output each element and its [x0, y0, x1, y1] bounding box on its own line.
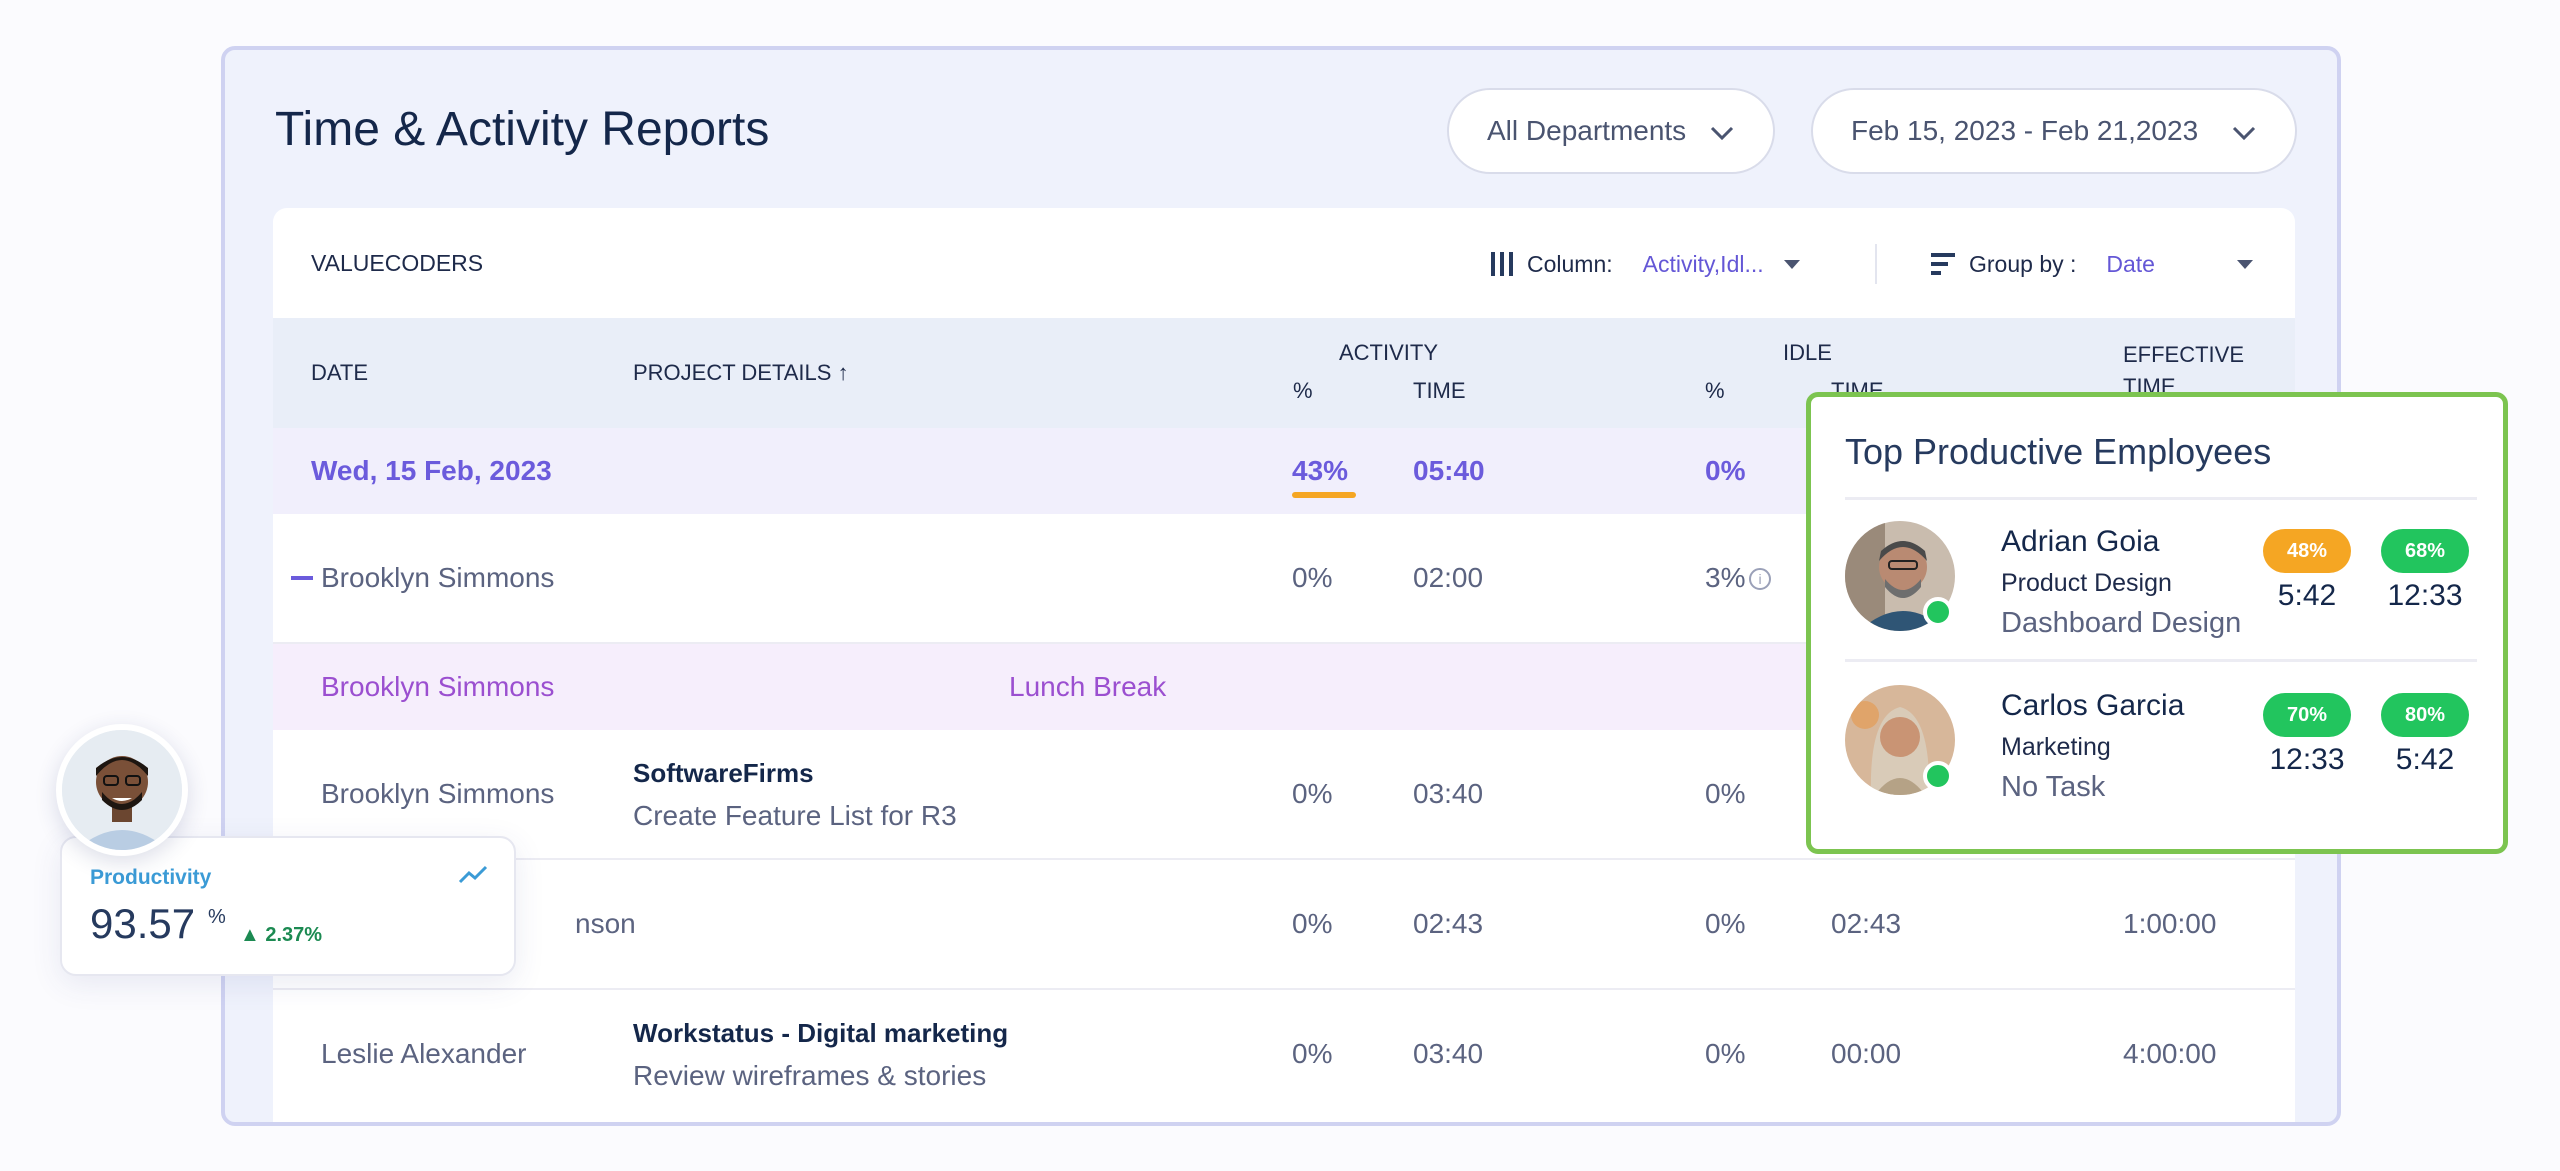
employee-department: Product Design [2001, 569, 2172, 597]
employee-name: Carlos Garcia [2001, 689, 2185, 722]
project-name: SoftwareFirms [633, 758, 814, 788]
info-icon[interactable]: i [1749, 568, 1771, 590]
group-activity-time: 05:40 [1413, 455, 1485, 486]
online-dot-icon [1923, 761, 1953, 791]
header-activity-time[interactable]: TIME [1413, 378, 1466, 403]
productivity-change: ▲ 2.37% [240, 924, 323, 946]
header-date[interactable]: DATE [311, 360, 369, 385]
avatar [56, 724, 188, 856]
idle-time: 02:43 [1831, 908, 1902, 939]
caret-down-icon [1783, 259, 1800, 269]
member-name: Brooklyn Simmons [321, 562, 555, 593]
activity-pct: 0% [1292, 1038, 1333, 1069]
break-member-name: Brooklyn Simmons [321, 671, 555, 702]
caret-down-icon [2236, 259, 2253, 269]
date-range-label: Feb 15, 2023 - Feb 21,2023 [1851, 115, 2199, 146]
group-by-value: Date [2106, 250, 2155, 277]
header-activity: ACTIVITY [1339, 340, 1439, 365]
effective-time: 1:00:00 [2123, 908, 2217, 939]
chevron-down-icon [2232, 126, 2256, 141]
activity-pct: 0% [1292, 778, 1333, 809]
productivity-badge: 80% [2381, 693, 2469, 737]
date-range-dropdown[interactable]: Feb 15, 2023 - Feb 21,2023 [1811, 88, 2297, 174]
activity-time: 02:00 [1413, 562, 1484, 593]
employee-task: Dashboard Design [2001, 607, 2242, 639]
effective-time: 4:00:00 [2123, 1038, 2217, 1069]
header-idle-pct[interactable]: % [1705, 378, 1725, 403]
trend-icon [458, 865, 488, 884]
page-title: Time & Activity Reports [275, 103, 770, 156]
productive-time-value: 5:42 [2395, 743, 2455, 776]
task-name: Review wireframes & stories [633, 1060, 987, 1091]
task-name: Create Feature List for R3 [633, 800, 957, 831]
header-project[interactable]: PROJECT DETAILS ↑ [633, 360, 849, 385]
collapse-dash-icon[interactable] [291, 576, 313, 580]
idle-pct: 0% [1705, 908, 1746, 939]
member-name: nson [575, 908, 636, 939]
employee-task: No Task [2001, 771, 2106, 803]
employee-department: Marketing [2001, 733, 2111, 761]
activity-pct: 0% [1292, 562, 1333, 593]
group-by-label: Group by : [1969, 250, 2077, 277]
employee-name: Adrian Goia [2001, 525, 2160, 558]
activity-bar [1292, 492, 1356, 498]
header-effective[interactable]: EFFECTIVE [2123, 342, 2245, 367]
productivity-value: 93.57 [90, 900, 196, 947]
member-name: Leslie Alexander [321, 1038, 527, 1069]
group-date: Wed, 15 Feb, 2023 [311, 455, 552, 486]
activity-badge: 70% [2263, 693, 2351, 737]
table-toolbar: VALUECODERS Column: Activity,Idl... Grou… [273, 208, 2295, 318]
idle-pct: 3% [1705, 562, 1746, 593]
member-name: Brooklyn Simmons [321, 778, 555, 809]
org-name: VALUECODERS [311, 250, 484, 276]
break-label: Lunch Break [1009, 671, 1167, 702]
table-row[interactable]: nson 0% 02:43 0% 02:43 1:00:00 [273, 860, 2295, 990]
divider [1845, 659, 2477, 662]
activity-time: 03:40 [1413, 778, 1484, 809]
sort-lines-icon [1931, 253, 1955, 275]
columns-icon [1491, 252, 1513, 276]
employee-item[interactable]: Carlos Garcia Marketing No Task 70% 12:3… [1845, 665, 2477, 815]
productive-time-value: 12:33 [2387, 579, 2463, 612]
activity-pct: 0% [1292, 908, 1333, 939]
activity-time: 03:40 [1413, 1038, 1484, 1069]
activity-time-value: 12:33 [2269, 743, 2345, 776]
chevron-down-icon [1710, 126, 1734, 141]
table-row[interactable]: Leslie Alexander Workstatus - Digital ma… [273, 990, 2295, 1122]
group-by-selector[interactable]: Group by : Date [1929, 244, 2253, 284]
idle-pct: 0% [1705, 778, 1746, 809]
header-activity-pct[interactable]: % [1293, 378, 1313, 403]
productivity-label: Productivity [90, 866, 212, 889]
toolbar-divider [1875, 244, 1877, 284]
activity-time: 02:43 [1413, 908, 1484, 939]
group-idle-pct: 0% [1705, 455, 1746, 486]
activity-time-value: 5:42 [2277, 579, 2337, 612]
productivity-unit: % [208, 906, 226, 928]
productivity-badge: 68% [2381, 529, 2469, 573]
column-selector[interactable]: Column: Activity,Idl... [1489, 244, 1800, 284]
idle-time: 00:00 [1831, 1038, 1902, 1069]
divider [1845, 497, 2477, 500]
idle-pct: 0% [1705, 1038, 1746, 1069]
card-title: Top Productive Employees [1845, 431, 2272, 472]
table-row[interactable]: Brooklyn Simmons 0% 02:00 3% i [273, 514, 2295, 644]
group-activity-pct: 43% [1292, 455, 1349, 486]
productivity-widget[interactable]: Productivity 93.57 % ▲ 2.37% [60, 836, 516, 976]
top-productive-employees-card: Top Productive Employees Adrian Goia Pro… [1806, 392, 2508, 854]
department-dropdown[interactable]: All Departments [1447, 88, 1775, 174]
online-dot-icon [1923, 597, 1953, 627]
header-idle: IDLE [1783, 340, 1832, 365]
activity-badge: 48% [2263, 529, 2351, 573]
employee-item[interactable]: Adrian Goia Product Design Dashboard Des… [1845, 501, 2477, 651]
department-dropdown-label: All Departments [1487, 115, 1687, 146]
column-label: Column: [1527, 250, 1613, 277]
project-name: Workstatus - Digital marketing [633, 1018, 1009, 1048]
column-value: Activity,Idl... [1642, 250, 1764, 277]
table-row[interactable]: Brooklyn Simmons SoftwareFirms Create Fe… [273, 730, 2295, 860]
